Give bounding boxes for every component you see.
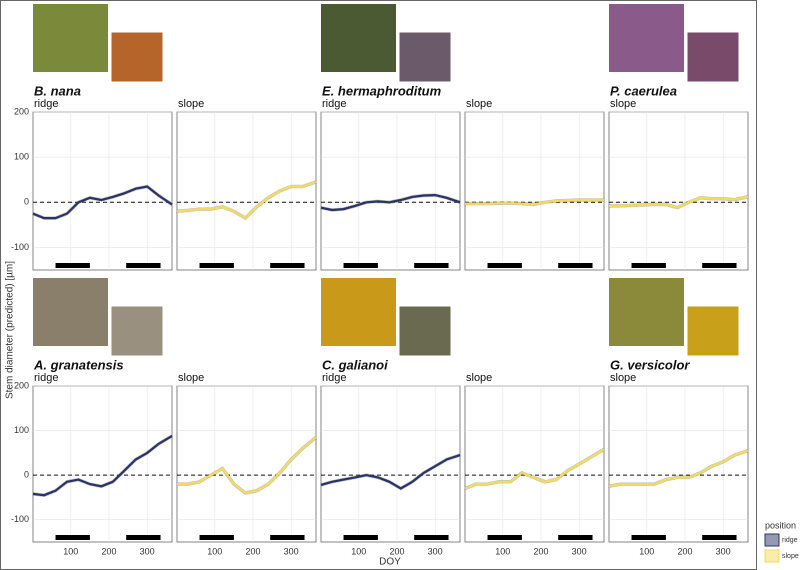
x-tick-label: 300 (140, 546, 155, 556)
panel-bg (464, 111, 605, 271)
photo-inset (398, 305, 452, 357)
y-tick-label: 0 (24, 197, 29, 207)
trend-line (32, 434, 173, 497)
x-tick-label: 100 (639, 546, 654, 556)
strip-label: ridge (322, 372, 346, 384)
species-title: A. granatensis (33, 357, 124, 372)
period-bar (487, 535, 522, 540)
photo-inset (686, 31, 740, 83)
y-tick-label: 0 (24, 470, 29, 480)
period-bar (55, 535, 90, 540)
strip-label: slope (466, 98, 492, 110)
strip-label: slope (466, 372, 492, 384)
x-tick-label: 200 (245, 546, 260, 556)
period-bar (702, 535, 737, 540)
period-bar (343, 263, 378, 268)
trend-line (177, 436, 317, 495)
trend-line (320, 454, 461, 490)
y-tick-label: 200 (14, 380, 29, 390)
photo-inset (398, 31, 452, 83)
y-tick-label: 100 (14, 425, 29, 435)
period-bar (558, 263, 593, 268)
strip-label: slope (178, 372, 204, 384)
panel-bg (320, 111, 461, 271)
period-bar (199, 263, 234, 268)
period-bar (343, 535, 378, 540)
species-title: G. versicolor (610, 357, 690, 372)
photo-inset (110, 31, 164, 83)
panel-bg (176, 385, 317, 543)
period-bar (270, 535, 305, 540)
photo (33, 278, 108, 346)
x-tick-label: 100 (207, 546, 222, 556)
x-tick-label: 200 (101, 546, 116, 556)
period-bar (414, 535, 449, 540)
trend-line (608, 449, 749, 488)
trend-line (464, 448, 605, 490)
species-title: B. nana (34, 83, 81, 98)
period-bar (270, 263, 305, 268)
period-bar (414, 263, 449, 268)
x-tick-label: 300 (572, 546, 587, 556)
period-bar (487, 263, 522, 268)
panel-bg (176, 111, 317, 271)
period-bar (702, 263, 737, 268)
trend-line (465, 198, 604, 206)
period-bar (631, 535, 666, 540)
x-tick-label: 200 (389, 546, 404, 556)
y-tick-label: 100 (14, 152, 29, 162)
period-bar (631, 263, 666, 268)
legend-label: ridge (782, 537, 798, 544)
y-tick-label: -100 (11, 242, 29, 252)
photo (33, 4, 108, 72)
y-tick-label: -100 (11, 514, 29, 524)
strip-label: slope (610, 372, 636, 384)
x-tick-label: 200 (533, 546, 548, 556)
x-axis-title: DOY (379, 557, 401, 568)
strip-label: slope (178, 98, 204, 110)
photo (321, 278, 396, 346)
trend-line (609, 195, 749, 209)
x-tick-label: 300 (716, 546, 731, 556)
x-tick-label: 300 (428, 546, 443, 556)
photo (321, 4, 396, 72)
panel-bg (464, 385, 605, 543)
legend-key (764, 533, 780, 547)
panel-bg (32, 385, 173, 543)
photo (609, 4, 684, 72)
species-title: P. caerulea (610, 83, 677, 98)
y-axis-title: Stem diameter (predicted) [µm] (5, 261, 16, 399)
strip-label: ridge (34, 98, 58, 110)
x-tick-label: 100 (63, 546, 78, 556)
trend-line (320, 193, 461, 212)
x-tick-label: 100 (351, 546, 366, 556)
panel-bg (608, 111, 749, 271)
period-bar (55, 263, 90, 268)
period-bar (126, 535, 161, 540)
strip-label: ridge (34, 372, 58, 384)
y-tick-label: 200 (14, 106, 29, 116)
trend-line (32, 185, 173, 220)
period-bar (558, 535, 593, 540)
species-title: E. hermaphroditum (322, 83, 442, 98)
photo-inset (686, 305, 740, 357)
legend-key (764, 549, 780, 563)
species-title: C. galianoi (322, 357, 388, 372)
strip-label: ridge (322, 98, 346, 110)
trend-line (176, 180, 317, 220)
photo-inset (110, 305, 164, 357)
x-tick-label: 100 (495, 546, 510, 556)
photo (609, 278, 684, 346)
legend-label: slope (782, 553, 799, 560)
x-tick-label: 200 (677, 546, 692, 556)
strip-label: slope (610, 98, 636, 110)
x-tick-label: 300 (284, 546, 299, 556)
period-bar (126, 263, 161, 268)
period-bar (199, 535, 234, 540)
legend-title: position (765, 520, 796, 530)
panel-bg (608, 385, 749, 543)
